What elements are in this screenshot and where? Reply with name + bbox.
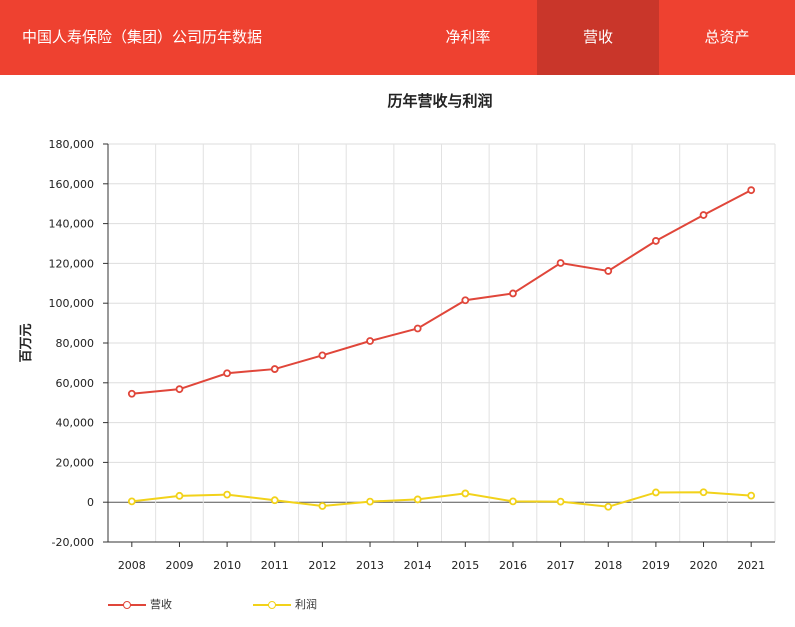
chart-title-wrap: 历年营收与利润 (0, 90, 795, 111)
data-point (175, 491, 184, 500)
legend-label-revenue: 营收 (150, 598, 172, 611)
page-title: 中国人寿保险（集团）公司历年数据 (22, 28, 263, 46)
legend-item-profit[interactable]: 利润 (253, 597, 317, 613)
data-point (270, 365, 279, 373)
legend-swatch-revenue (108, 600, 146, 610)
data-point (366, 337, 374, 345)
data-point (699, 488, 708, 497)
y-axis-title: 百万元 (19, 323, 34, 362)
data-point (223, 369, 232, 378)
data-point (175, 385, 184, 394)
app-header: 中国人寿保险（集团）公司历年数据 净利率 营收 总资产 (0, 0, 795, 75)
data-point (556, 259, 565, 267)
data-point (747, 186, 756, 195)
y-tick-label: 120,000 (49, 257, 95, 270)
legend-swatch-profit (253, 600, 291, 610)
y-tick-label: 180,000 (49, 138, 95, 151)
x-tick-label: 2017 (547, 559, 575, 572)
data-point (461, 296, 470, 305)
data-point (556, 497, 565, 506)
x-tick-label: 2021 (737, 559, 765, 572)
y-tick-label: 80,000 (56, 337, 95, 350)
data-point (604, 267, 613, 275)
y-tick-label: 0 (87, 496, 94, 509)
y-tick-label: -20,000 (52, 536, 94, 549)
series-line-1 (131, 491, 752, 508)
y-tick-label: 20,000 (56, 456, 95, 469)
y-tick-label: 40,000 (56, 417, 95, 430)
x-tick-label: 2019 (642, 559, 670, 572)
data-point (413, 495, 422, 504)
legend-item-revenue[interactable]: 营收 (108, 597, 172, 613)
y-tick-label: 60,000 (56, 377, 95, 390)
x-tick-label: 2016 (499, 559, 527, 572)
x-tick-label: 2011 (261, 559, 289, 572)
data-point (509, 497, 517, 506)
y-tick-label: 140,000 (49, 218, 95, 231)
x-tick-label: 2013 (356, 559, 384, 572)
data-point (366, 497, 374, 506)
tab-net-margin[interactable]: 净利率 (445, 28, 491, 46)
x-tick-label: 2018 (594, 559, 622, 572)
x-tick-label: 2015 (451, 559, 479, 572)
data-point (604, 502, 613, 511)
data-point (223, 490, 232, 499)
x-tick-label: 2008 (118, 559, 146, 572)
x-tick-label: 2014 (404, 559, 432, 572)
data-point (413, 324, 422, 333)
tab-revenue[interactable]: 营收 (537, 0, 659, 75)
data-point (318, 351, 327, 360)
data-point (270, 496, 279, 505)
data-point (747, 491, 756, 500)
x-tick-label: 2009 (165, 559, 193, 572)
data-point (127, 389, 136, 398)
data-point (651, 237, 660, 245)
series-line-0 (131, 189, 752, 395)
data-point (699, 211, 708, 219)
data-point (318, 502, 327, 510)
chart-title: 历年营收与利润 (387, 92, 493, 110)
data-point (461, 489, 470, 498)
y-tick-label: 100,000 (49, 297, 95, 310)
y-tick-label: 160,000 (49, 178, 95, 191)
data-point (509, 289, 517, 298)
legend-label-profit: 利润 (295, 598, 317, 611)
x-tick-label: 2020 (690, 559, 718, 572)
data-point (651, 488, 660, 497)
x-tick-label: 2010 (213, 559, 241, 572)
x-tick-label: 2012 (308, 559, 336, 572)
tab-total-assets[interactable]: 总资产 (704, 28, 750, 46)
data-point (127, 497, 136, 506)
